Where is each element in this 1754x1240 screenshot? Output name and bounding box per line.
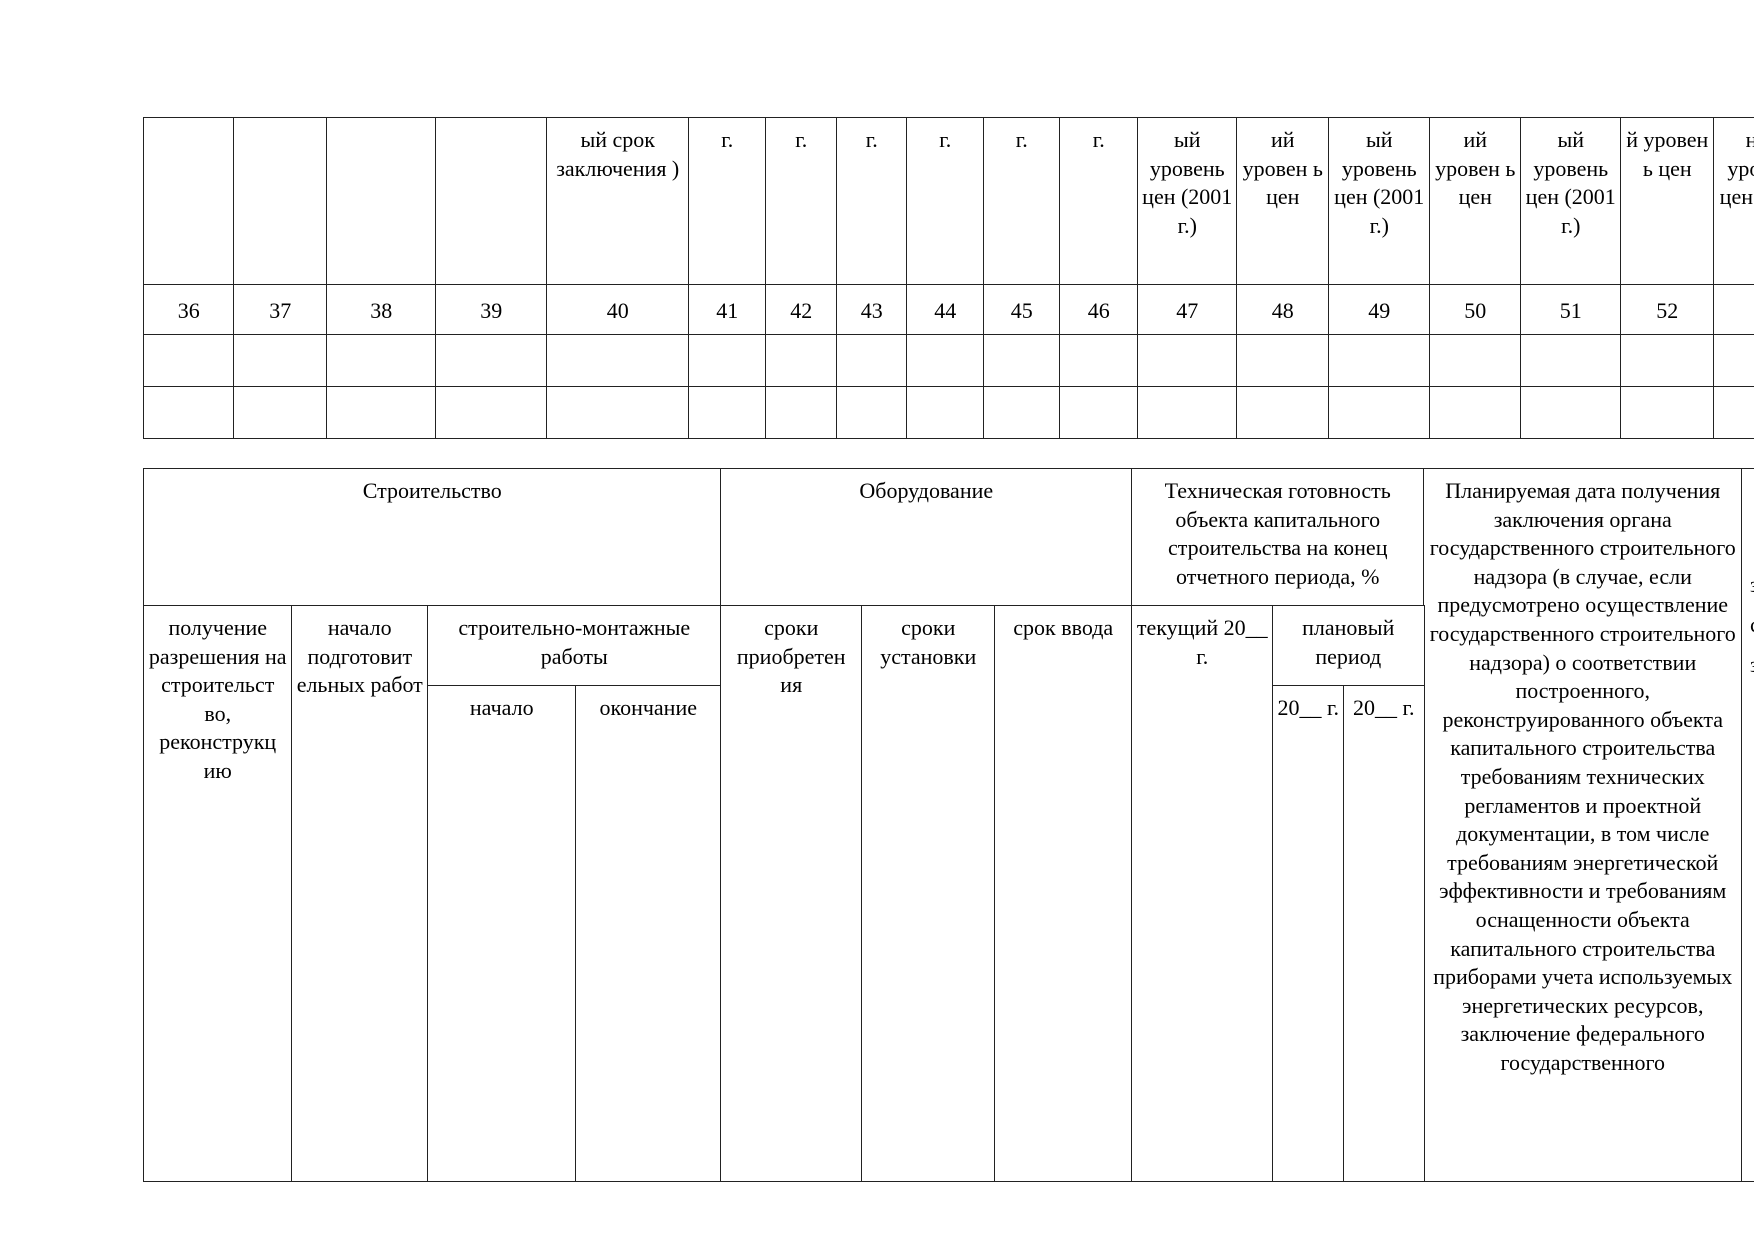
empty-cell xyxy=(1620,334,1715,388)
plan-year-2-header: 20__ г. xyxy=(1343,685,1425,1182)
header-cell xyxy=(326,117,437,286)
equipment-header: Оборудование xyxy=(720,468,1133,607)
install-terms-header: сроки установки xyxy=(861,605,996,1182)
header-cell: г. xyxy=(836,117,908,286)
header-cell: ий уровен ь цен xyxy=(1236,117,1330,286)
empty-cell xyxy=(1520,334,1622,388)
empty-cell xyxy=(1137,386,1238,439)
empty-cell xyxy=(143,386,235,439)
plan-year-1-header: 20__ г. xyxy=(1272,685,1345,1182)
empty-cell xyxy=(143,334,235,388)
header-cell: ый уровень цен (2001 г.) xyxy=(1520,117,1622,286)
header-cell: ный уровень цен (2001 г.) xyxy=(1713,117,1754,286)
column-number: 53 xyxy=(1713,284,1754,336)
empty-cell xyxy=(1429,386,1522,439)
header-cell: ый уровень цен (2001 г.) xyxy=(1328,117,1431,286)
header-cell: й уровен ь цен xyxy=(1620,117,1715,286)
empty-cell xyxy=(836,334,908,388)
empty-cell xyxy=(546,386,690,439)
empty-cell xyxy=(765,386,838,439)
installation-works-header: строительно-монтажные работы xyxy=(427,605,722,687)
tech-readiness-header: Техническая готовность объекта капитальн… xyxy=(1131,468,1425,607)
empty-cell xyxy=(1713,334,1754,388)
empty-cell xyxy=(688,334,767,388)
empty-cell xyxy=(1137,334,1238,388)
empty-cell xyxy=(1328,386,1431,439)
column-number: 40 xyxy=(546,284,690,336)
empty-cell xyxy=(435,386,548,439)
empty-cell xyxy=(765,334,838,388)
column-number: 39 xyxy=(435,284,548,336)
empty-cell xyxy=(983,386,1061,439)
header-cell: ый уровень цен (2001 г.) xyxy=(1137,117,1238,286)
header-cell: г. xyxy=(765,117,838,286)
header-cell xyxy=(233,117,328,286)
empty-cell xyxy=(983,334,1061,388)
empty-cell xyxy=(688,386,767,439)
empty-cell xyxy=(1059,386,1139,439)
prep-start-header: начало подготовит ельных работ xyxy=(291,605,429,1182)
empty-cell xyxy=(1236,386,1330,439)
empty-cell xyxy=(1328,334,1431,388)
planned-date-header: Планируемая дата получения заключения ор… xyxy=(1423,468,1743,1182)
permit-header: получение разрешения на строительст во, … xyxy=(143,605,293,1182)
header-cell: г. xyxy=(906,117,985,286)
empty-cell xyxy=(435,334,548,388)
current-year-header: текущий 20__ г. xyxy=(1131,605,1274,1182)
empty-cell xyxy=(326,386,437,439)
column-number: 36 xyxy=(143,284,235,336)
header-cell: г. xyxy=(1059,117,1139,286)
empty-cell xyxy=(906,386,985,439)
column-number: 48 xyxy=(1236,284,1330,336)
column-number: 46 xyxy=(1059,284,1139,336)
header-cell xyxy=(143,117,235,286)
column-number: 42 xyxy=(765,284,838,336)
header-cell: г. xyxy=(688,117,767,286)
header-cell xyxy=(435,117,548,286)
empty-cell xyxy=(1520,386,1622,439)
empty-cell xyxy=(836,386,908,439)
works-start-header: начало xyxy=(427,685,577,1182)
column-number: 51 xyxy=(1520,284,1622,336)
empty-cell xyxy=(326,334,437,388)
column-number: 45 xyxy=(983,284,1061,336)
works-end-header: окончание xyxy=(575,685,722,1182)
header-cell: ий уровен ь цен xyxy=(1429,117,1522,286)
column-number: 44 xyxy=(906,284,985,336)
header-cell: г. xyxy=(983,117,1061,286)
empty-cell xyxy=(1059,334,1139,388)
column-number: 41 xyxy=(688,284,767,336)
empty-cell xyxy=(906,334,985,388)
empty-cell xyxy=(1236,334,1330,388)
column-number: 47 xyxy=(1137,284,1238,336)
planned-period-header: плановый период xyxy=(1272,605,1425,687)
empty-cell xyxy=(1429,334,1522,388)
empty-cell xyxy=(233,334,328,388)
purchase-terms-header: сроки приобретен ия xyxy=(720,605,863,1182)
column-number: 49 xyxy=(1328,284,1431,336)
column-number: 43 xyxy=(836,284,908,336)
column-number: 38 xyxy=(326,284,437,336)
next-column-fragment: зсз xyxy=(1741,468,1754,1182)
empty-cell xyxy=(1713,386,1754,439)
header-cell: ый срок заключения ) xyxy=(546,117,690,286)
construction-header: Строительство xyxy=(143,468,722,607)
commissioning-header: срок ввода xyxy=(994,605,1133,1182)
column-number: 37 xyxy=(233,284,328,336)
column-number: 52 xyxy=(1620,284,1715,336)
column-number: 50 xyxy=(1429,284,1522,336)
empty-cell xyxy=(1620,386,1715,439)
empty-cell xyxy=(233,386,328,439)
empty-cell xyxy=(546,334,690,388)
